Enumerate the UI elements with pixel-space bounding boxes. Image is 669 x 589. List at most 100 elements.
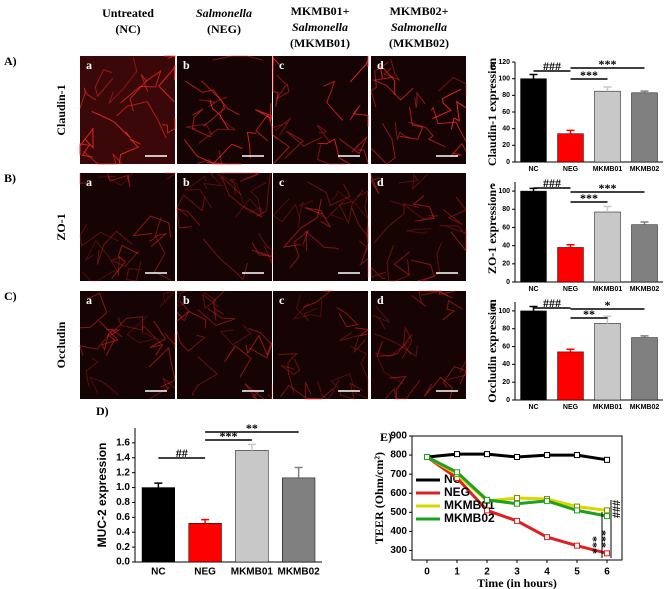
column-header: MKMB01+ bbox=[291, 4, 350, 18]
cell-border bbox=[89, 376, 119, 395]
panel-label: e bbox=[490, 178, 496, 192]
y-tick-label: 20 bbox=[502, 379, 510, 386]
cell-border bbox=[298, 200, 313, 228]
point bbox=[544, 452, 550, 459]
micrograph-bg bbox=[371, 173, 466, 281]
cell-border bbox=[235, 198, 264, 218]
x-tick-label: 0 bbox=[424, 567, 430, 578]
error-bar bbox=[566, 348, 575, 352]
cell-border bbox=[272, 198, 301, 223]
y-tick-label: 40 bbox=[502, 361, 510, 368]
cell-border bbox=[280, 384, 323, 400]
cell-border bbox=[442, 365, 467, 388]
cell-border bbox=[97, 172, 134, 187]
panel-letter: d bbox=[377, 293, 384, 307]
x-tick-label: 3 bbox=[514, 567, 520, 578]
cell-border bbox=[158, 65, 176, 103]
error-bar bbox=[294, 466, 303, 478]
point bbox=[544, 497, 550, 504]
point bbox=[424, 453, 430, 460]
micrograph: b bbox=[176, 290, 273, 401]
y-tick-label: 1.2 bbox=[116, 467, 130, 478]
point bbox=[574, 507, 580, 514]
y-axis-label: Occludin expression bbox=[485, 299, 499, 403]
y-axis-label: TEER (Ohm/cm²) bbox=[372, 452, 386, 544]
cell-border bbox=[331, 190, 369, 220]
row-name: Occludin bbox=[54, 321, 68, 368]
cell-border bbox=[357, 190, 369, 238]
significance-label: *** bbox=[598, 530, 612, 548]
cell-border bbox=[116, 101, 167, 139]
cell-border bbox=[442, 196, 467, 225]
micrograph-bg bbox=[273, 173, 368, 281]
y-tick-label: 900 bbox=[390, 431, 407, 442]
cell-border bbox=[202, 238, 248, 281]
error-bar bbox=[603, 86, 612, 92]
cell-border bbox=[176, 300, 190, 322]
cell-border bbox=[201, 80, 226, 127]
cell-border bbox=[80, 292, 108, 329]
cell-border bbox=[176, 208, 201, 229]
y-tick-label: 100 bbox=[498, 308, 510, 315]
cell-border bbox=[255, 113, 273, 142]
panel-letter: a bbox=[86, 175, 92, 189]
cell-border bbox=[349, 104, 369, 127]
row-label: C) bbox=[4, 289, 17, 303]
cell-border bbox=[229, 178, 236, 195]
y-tick-label: 1.6 bbox=[116, 438, 130, 449]
x-tick-label: MKMB02 bbox=[630, 286, 660, 293]
cell-border bbox=[110, 316, 144, 334]
cell-border bbox=[350, 345, 369, 396]
cell-border bbox=[176, 310, 207, 329]
cell-border bbox=[438, 76, 467, 96]
legend-label: MKMB02 bbox=[444, 511, 495, 525]
cell-border bbox=[125, 261, 142, 282]
x-tick-label: MKMB02 bbox=[630, 166, 660, 173]
column-header: Salmonella bbox=[391, 20, 447, 34]
cell-border bbox=[197, 150, 223, 165]
cell-border bbox=[372, 306, 390, 330]
y-tick-label: 0 bbox=[506, 397, 510, 404]
micrograph: c bbox=[272, 173, 369, 281]
cell-border bbox=[339, 136, 368, 155]
bar bbox=[520, 190, 547, 283]
cell-border bbox=[383, 58, 401, 81]
cell-border bbox=[420, 290, 453, 299]
cell-border bbox=[414, 91, 426, 108]
micrograph-bg bbox=[371, 56, 466, 164]
column-headers: Untreated (NC) Salmonella (NEG) MKMB01+ … bbox=[102, 4, 449, 50]
cell-border bbox=[295, 294, 318, 322]
cell-border bbox=[117, 317, 163, 345]
cell-border bbox=[199, 96, 228, 108]
column-header: (NC) bbox=[115, 22, 140, 36]
cell-border bbox=[411, 290, 436, 307]
point bbox=[544, 534, 550, 541]
point bbox=[484, 507, 490, 514]
cell-border bbox=[257, 232, 273, 264]
significance-label: ### bbox=[609, 500, 623, 518]
cell-border bbox=[373, 333, 418, 358]
cell-border bbox=[203, 171, 224, 190]
cell-border bbox=[278, 353, 298, 393]
y-tick-label: 20 bbox=[502, 261, 510, 268]
significance-label: *** bbox=[580, 68, 598, 82]
cell-border bbox=[198, 104, 237, 144]
x-tick-label: 1 bbox=[454, 567, 460, 578]
panel-letter: d bbox=[377, 175, 384, 189]
cell-border bbox=[349, 56, 369, 83]
cell-border bbox=[212, 55, 263, 61]
cell-border bbox=[272, 117, 292, 136]
y-axis-label: ZO-1 expression bbox=[485, 190, 499, 274]
cell-border bbox=[255, 172, 272, 217]
cell-border bbox=[85, 357, 99, 387]
cell-border bbox=[370, 123, 396, 165]
error-bar bbox=[201, 518, 210, 524]
x-tick-label: MKMB01 bbox=[593, 166, 623, 173]
column-header: Salmonella bbox=[196, 6, 252, 20]
cell-border bbox=[81, 270, 119, 282]
panel-label: D) bbox=[96, 404, 109, 418]
cell-border bbox=[432, 88, 462, 120]
cell-border bbox=[159, 290, 177, 307]
point bbox=[454, 469, 460, 476]
